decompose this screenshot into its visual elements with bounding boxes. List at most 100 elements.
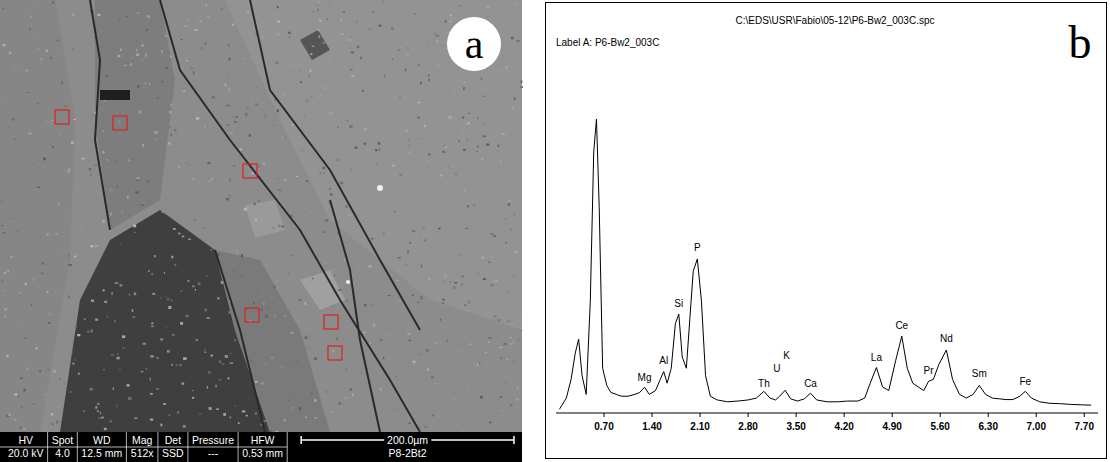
sem-speckle [87, 331, 89, 333]
sem-speckle [7, 126, 9, 128]
sem-speckle [389, 334, 391, 336]
sem-speckle [301, 149, 303, 151]
sem-speckle [519, 245, 520, 247]
sem-speckle [113, 387, 114, 390]
sem-speckle [36, 285, 39, 287]
sem-speckle [510, 404, 513, 406]
sem-speckle [507, 359, 508, 361]
sem-speckle [364, 128, 367, 131]
sem-speckle [412, 57, 414, 60]
sem-speckle [51, 413, 54, 415]
sem-speckle [438, 228, 440, 230]
sem-speckle [129, 294, 131, 296]
sem-speckle [403, 355, 404, 356]
sem-speckle [52, 1, 54, 3]
sem-speckle [213, 83, 216, 86]
sem-speckle [322, 231, 325, 233]
sem-speckle [28, 336, 30, 339]
sem-speckle [240, 30, 243, 32]
sem-speckle [132, 309, 134, 312]
sem-speckle [209, 407, 212, 410]
sem-speckle [150, 378, 151, 381]
sem-speckle [253, 302, 254, 304]
sem-speckle [476, 270, 478, 271]
sem-speckle [406, 47, 410, 49]
sem-speckle [430, 35, 431, 36]
sem-speckle [420, 296, 423, 299]
sem-speckle [72, 363, 74, 365]
sem-speckle [246, 309, 248, 310]
sem-speckle [46, 122, 49, 123]
info-header: Det [165, 434, 181, 446]
sem-speckle [71, 48, 74, 51]
sem-speckle [295, 360, 297, 362]
sem-speckle [428, 154, 430, 156]
sem-speckle [406, 264, 407, 266]
sem-speckle [344, 259, 345, 261]
sem-speckle [463, 87, 465, 90]
sem-speckle [192, 285, 195, 287]
sem-speckle [396, 280, 399, 281]
sem-speckle [22, 184, 23, 186]
sem-speckle [169, 20, 172, 22]
sem-speckle [429, 395, 430, 397]
sem-speckle [239, 223, 241, 225]
sem-speckle [292, 71, 295, 72]
sem-speckle [428, 75, 430, 77]
sem-speckle [338, 211, 342, 213]
sem-speckle [416, 339, 419, 340]
sem-speckle [118, 121, 121, 123]
sem-speckle [384, 74, 385, 77]
sem-speckle [35, 347, 37, 349]
sem-speckle [364, 426, 367, 428]
sem-speckle [63, 383, 64, 385]
sem-speckle [340, 20, 342, 22]
sem-speckle [151, 326, 153, 327]
sem-speckle [512, 107, 514, 110]
sem-speckle [198, 283, 201, 286]
sem-speckle [162, 211, 165, 213]
sem-speckle [310, 53, 312, 55]
sem-speckle [322, 65, 325, 67]
sem-speckle [54, 97, 57, 100]
sem-speckle [482, 96, 485, 97]
sem-speckle [363, 143, 366, 145]
sem-speckle [340, 182, 344, 185]
sem-speckle [133, 224, 136, 227]
peak-label: Mg [638, 372, 652, 383]
sem-speckle [255, 103, 258, 105]
sem-speckle [244, 208, 247, 211]
x-tick [940, 413, 941, 417]
sem-speckle [444, 275, 446, 277]
sem-speckle [459, 5, 462, 6]
sem-speckle [262, 382, 264, 384]
sem-speckle [350, 169, 352, 171]
sem-speckle [116, 405, 117, 408]
page: {"panel_a": {"letter": "a", "info_bar": … [0, 0, 1110, 462]
sem-speckle [109, 420, 112, 422]
sem-speckle [51, 120, 53, 121]
sem-speckle [502, 54, 505, 56]
sem-speckle [368, 207, 370, 209]
sem-speckle [361, 373, 363, 374]
sem-speckle [333, 160, 334, 162]
sem-speckle [228, 377, 230, 379]
sem-speckle [264, 125, 266, 127]
sem-speckle [263, 303, 265, 305]
sem-speckle [292, 415, 295, 418]
sem-speckle [232, 24, 234, 26]
sem-speckle [431, 376, 433, 378]
analysis-spot [324, 315, 338, 329]
sem-texture [0, 1, 523, 433]
sem-speckle [331, 305, 333, 307]
sem-speckle [131, 82, 133, 83]
sem-speckle [448, 116, 451, 119]
sem-speckle [251, 361, 252, 363]
sem-speckle [106, 159, 108, 160]
sem-speckle [101, 417, 104, 419]
sem-speckle [204, 43, 206, 45]
sem-speckle [345, 397, 348, 398]
peak-label: Pr [924, 365, 935, 376]
sem-speckle [273, 227, 275, 229]
sem-speckle [72, 14, 75, 16]
